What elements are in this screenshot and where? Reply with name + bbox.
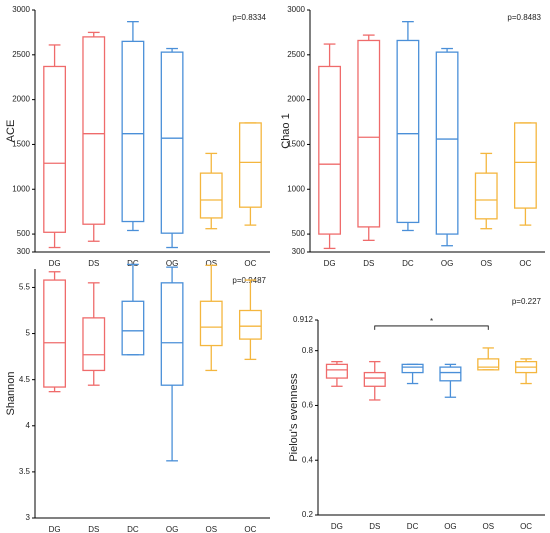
box [199,172,223,219]
x-tick-label: DG [49,259,61,268]
y-tick-label: 3 [26,513,31,522]
x-tick-label: OC [244,525,256,533]
y-tick-label: 1500 [12,140,30,149]
x-tick-label: OC [519,259,531,268]
box [439,366,462,382]
box [325,363,348,379]
x-tick-label: DG [49,525,61,533]
y-tick-label: 300 [292,247,306,256]
y-tick-label: 4.5 [19,375,31,384]
x-tick-label: OS [480,259,492,268]
x-tick-label: DS [363,259,374,268]
box [160,282,184,386]
box [43,65,67,233]
x-tick-label: DS [88,525,99,533]
box [121,40,145,223]
x-tick-label: DG [331,522,343,531]
box [318,65,342,235]
y-tick-label: 5.5 [19,283,31,292]
x-tick-label: DC [127,525,139,533]
y-tick-label: 0.8 [302,346,314,355]
box [160,51,184,234]
box [357,39,381,228]
y-tick-label: 3.5 [19,467,31,476]
x-tick-label: OS [205,259,217,268]
box [121,300,145,356]
y-tick-label: 0.4 [302,455,314,464]
y-axis-label: ACE [5,120,17,143]
box [477,358,500,371]
y-axis-label: Chao 1 [280,113,292,148]
y-tick-label: 5 [26,329,31,338]
y-tick-label: 1000 [287,184,305,193]
p-value: p=0.8334 [232,13,266,22]
x-tick-label: OS [205,525,217,533]
box [401,363,424,374]
significance-bracket [374,325,489,330]
box [82,36,106,225]
box [474,172,498,220]
y-tick-label: 500 [17,229,31,238]
box [199,300,223,347]
x-tick-label: OG [166,525,178,533]
y-tick-label: 0.912 [293,315,314,324]
box [82,317,106,372]
x-tick-label: OS [482,522,494,531]
x-tick-label: OC [244,259,256,268]
box [238,122,262,208]
y-tick-label: 3000 [12,5,30,14]
box [43,279,67,388]
y-tick-label: 2500 [287,50,305,59]
y-tick-label: 2000 [12,95,30,104]
x-tick-label: OG [441,259,453,268]
box [363,371,386,387]
box [513,122,537,209]
y-axis-label: Shannon [5,371,17,415]
y-tick-label: 0.6 [302,401,314,410]
significance-label: * [430,317,433,326]
x-tick-label: DS [369,522,380,531]
x-tick-label: OG [166,259,178,268]
x-tick-label: DC [127,259,139,268]
x-tick-label: DC [407,522,419,531]
y-tick-label: 300 [17,247,31,256]
x-tick-label: DC [402,259,414,268]
y-tick-label: 0.2 [302,510,314,519]
y-tick-label: 2000 [287,95,305,104]
y-tick-label: 3000 [287,5,305,14]
p-value: p=0.227 [512,297,542,306]
y-tick-label: 1500 [287,140,305,149]
x-tick-label: OG [444,522,456,531]
box [435,51,459,235]
y-axis-label: Pielou's evenness [288,373,300,462]
y-tick-label: 1000 [12,184,30,193]
y-tick-label: 500 [292,229,306,238]
p-value: p=0.8483 [507,13,541,22]
y-tick-label: 2500 [12,50,30,59]
box [396,39,420,224]
x-tick-label: OC [520,522,532,531]
x-tick-label: DG [324,259,336,268]
x-tick-label: DS [88,259,99,268]
box [238,309,262,340]
y-tick-label: 4 [26,421,31,430]
